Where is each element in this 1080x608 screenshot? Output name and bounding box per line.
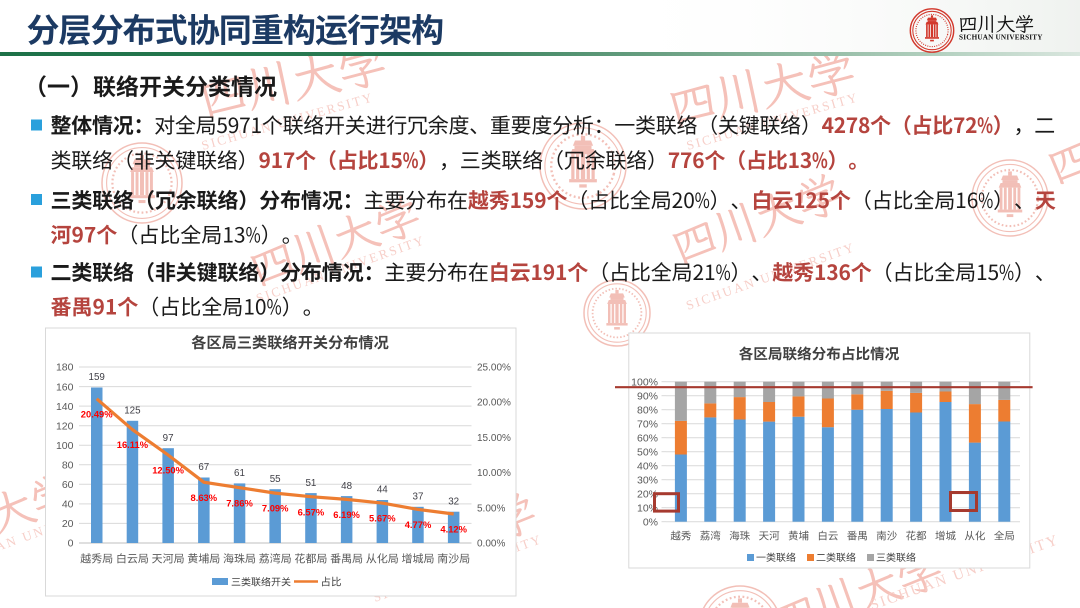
svg-text:160: 160: [56, 381, 74, 393]
svg-text:180: 180: [56, 362, 74, 374]
svg-text:20.49%: 20.49%: [81, 408, 113, 419]
svg-text:SICHUAN UNIVERSITY: SICHUAN UNIVERSITY: [959, 34, 1043, 42]
svg-text:25.00%: 25.00%: [477, 363, 511, 374]
svg-text:140: 140: [56, 401, 74, 413]
svg-text:120: 120: [56, 420, 74, 432]
svg-text:20: 20: [62, 518, 74, 530]
svg-text:37: 37: [413, 492, 424, 503]
svg-text:48: 48: [341, 481, 352, 492]
svg-text:51: 51: [305, 478, 316, 489]
svg-text:97: 97: [163, 433, 174, 444]
svg-text:90%: 90%: [637, 390, 658, 402]
svg-text:60: 60: [62, 479, 74, 491]
svg-text:61: 61: [234, 468, 245, 479]
svg-text:0%: 0%: [643, 516, 658, 528]
svg-text:67: 67: [198, 462, 209, 473]
svg-text:7.86%: 7.86%: [226, 497, 253, 508]
svg-text:55: 55: [270, 474, 281, 485]
svg-text:10.00%: 10.00%: [477, 468, 511, 479]
svg-text:5.67%: 5.67%: [369, 513, 396, 524]
svg-text:0: 0: [68, 538, 74, 550]
svg-text:4.77%: 4.77%: [405, 519, 432, 530]
svg-text:50%: 50%: [637, 446, 658, 458]
svg-text:100: 100: [56, 440, 74, 452]
svg-text:40%: 40%: [637, 460, 658, 472]
svg-text:15.00%: 15.00%: [477, 433, 511, 444]
svg-text:40: 40: [62, 499, 74, 511]
svg-text:6.19%: 6.19%: [333, 509, 360, 520]
svg-text:44: 44: [377, 485, 388, 496]
svg-text:10%: 10%: [637, 502, 658, 514]
svg-text:20%: 20%: [637, 488, 658, 500]
svg-text:80: 80: [62, 460, 74, 472]
svg-text:8.63%: 8.63%: [191, 492, 218, 503]
svg-text:20.00%: 20.00%: [477, 398, 511, 409]
svg-text:0.00%: 0.00%: [477, 539, 505, 550]
svg-text:16.11%: 16.11%: [117, 439, 149, 450]
svg-text:12.50%: 12.50%: [152, 465, 184, 476]
svg-text:125: 125: [124, 406, 141, 417]
svg-text:6.57%: 6.57%: [298, 506, 325, 517]
svg-text:32: 32: [448, 496, 459, 507]
svg-text:100%: 100%: [631, 376, 658, 388]
svg-text:159: 159: [89, 372, 105, 383]
svg-text:30%: 30%: [637, 474, 658, 486]
svg-text:4.12%: 4.12%: [440, 524, 467, 535]
svg-text:60%: 60%: [637, 432, 658, 444]
svg-text:80%: 80%: [637, 404, 658, 416]
svg-text:5.00%: 5.00%: [477, 503, 505, 514]
svg-text:70%: 70%: [637, 418, 658, 430]
svg-text:7.09%: 7.09%: [262, 503, 289, 514]
